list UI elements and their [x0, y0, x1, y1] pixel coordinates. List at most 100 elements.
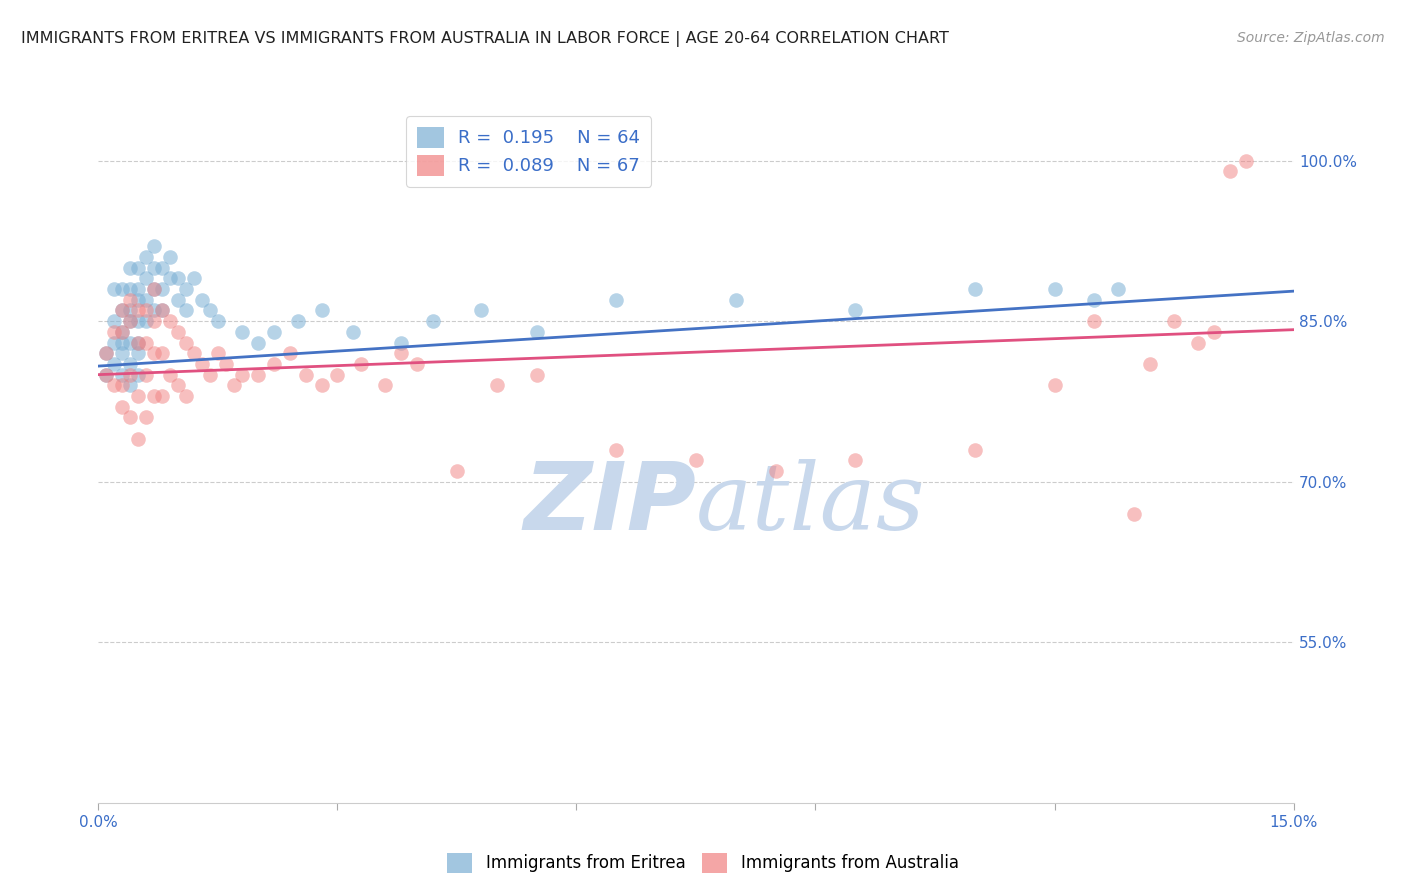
Point: [844, 303, 866, 318]
Point: [143, 282, 166, 296]
Point: [96, 368, 118, 382]
Point: [526, 325, 548, 339]
Point: [765, 464, 787, 478]
Point: [127, 293, 149, 307]
Point: [127, 346, 149, 360]
Point: [120, 410, 142, 425]
Point: [1202, 325, 1225, 339]
Point: [120, 314, 142, 328]
Point: [174, 335, 197, 350]
Point: [526, 368, 548, 382]
Point: [1083, 314, 1105, 328]
Point: [191, 293, 214, 307]
Point: [724, 293, 747, 307]
Point: [103, 282, 125, 296]
Point: [111, 325, 134, 339]
Point: [1043, 282, 1066, 296]
Point: [150, 346, 173, 360]
Point: [1139, 357, 1161, 371]
Point: [143, 346, 166, 360]
Point: [127, 389, 149, 403]
Point: [406, 357, 429, 371]
Point: [135, 250, 157, 264]
Point: [1163, 314, 1185, 328]
Text: IMMIGRANTS FROM ERITREA VS IMMIGRANTS FROM AUSTRALIA IN LABOR FORCE | AGE 20-64 : IMMIGRANTS FROM ERITREA VS IMMIGRANTS FR…: [21, 31, 949, 47]
Point: [311, 378, 333, 392]
Point: [103, 314, 125, 328]
Point: [143, 260, 166, 275]
Point: [198, 303, 221, 318]
Point: [422, 314, 444, 328]
Point: [174, 282, 197, 296]
Point: [96, 346, 118, 360]
Point: [159, 314, 181, 328]
Text: ZIP: ZIP: [523, 458, 696, 549]
Point: [150, 389, 173, 403]
Point: [374, 378, 396, 392]
Legend: Immigrants from Eritrea, Immigrants from Australia: Immigrants from Eritrea, Immigrants from…: [441, 847, 965, 880]
Point: [167, 293, 190, 307]
Point: [685, 453, 707, 467]
Point: [111, 282, 134, 296]
Point: [605, 293, 627, 307]
Point: [127, 432, 149, 446]
Point: [231, 368, 253, 382]
Point: [174, 389, 197, 403]
Point: [143, 239, 166, 253]
Point: [120, 282, 142, 296]
Point: [127, 260, 149, 275]
Point: [103, 325, 125, 339]
Point: [470, 303, 492, 318]
Point: [183, 271, 205, 285]
Point: [167, 325, 190, 339]
Point: [1123, 507, 1146, 521]
Point: [111, 303, 134, 318]
Point: [1043, 378, 1066, 392]
Point: [127, 335, 149, 350]
Point: [135, 271, 157, 285]
Point: [150, 303, 173, 318]
Point: [1107, 282, 1129, 296]
Point: [326, 368, 349, 382]
Point: [120, 378, 142, 392]
Point: [127, 303, 149, 318]
Point: [143, 389, 166, 403]
Point: [111, 325, 134, 339]
Point: [844, 453, 866, 467]
Point: [1219, 164, 1241, 178]
Point: [605, 442, 627, 457]
Point: [263, 325, 285, 339]
Point: [127, 335, 149, 350]
Point: [159, 368, 181, 382]
Point: [183, 346, 205, 360]
Point: [159, 271, 181, 285]
Point: [246, 368, 269, 382]
Point: [103, 378, 125, 392]
Point: [120, 357, 142, 371]
Point: [222, 378, 245, 392]
Point: [111, 378, 134, 392]
Point: [231, 325, 253, 339]
Point: [135, 314, 157, 328]
Point: [120, 368, 142, 382]
Point: [1083, 293, 1105, 307]
Legend: R =  0.195    N = 64, R =  0.089    N = 67: R = 0.195 N = 64, R = 0.089 N = 67: [406, 116, 651, 186]
Point: [1187, 335, 1209, 350]
Point: [963, 282, 986, 296]
Point: [103, 335, 125, 350]
Point: [111, 400, 134, 414]
Y-axis label: In Labor Force | Age 20-64: In Labor Force | Age 20-64: [0, 345, 8, 565]
Point: [127, 282, 149, 296]
Point: [111, 335, 134, 350]
Point: [342, 325, 364, 339]
Point: [143, 303, 166, 318]
Point: [120, 260, 142, 275]
Point: [143, 314, 166, 328]
Point: [389, 335, 412, 350]
Point: [350, 357, 373, 371]
Point: [963, 442, 986, 457]
Point: [120, 335, 142, 350]
Point: [120, 293, 142, 307]
Point: [278, 346, 301, 360]
Point: [135, 335, 157, 350]
